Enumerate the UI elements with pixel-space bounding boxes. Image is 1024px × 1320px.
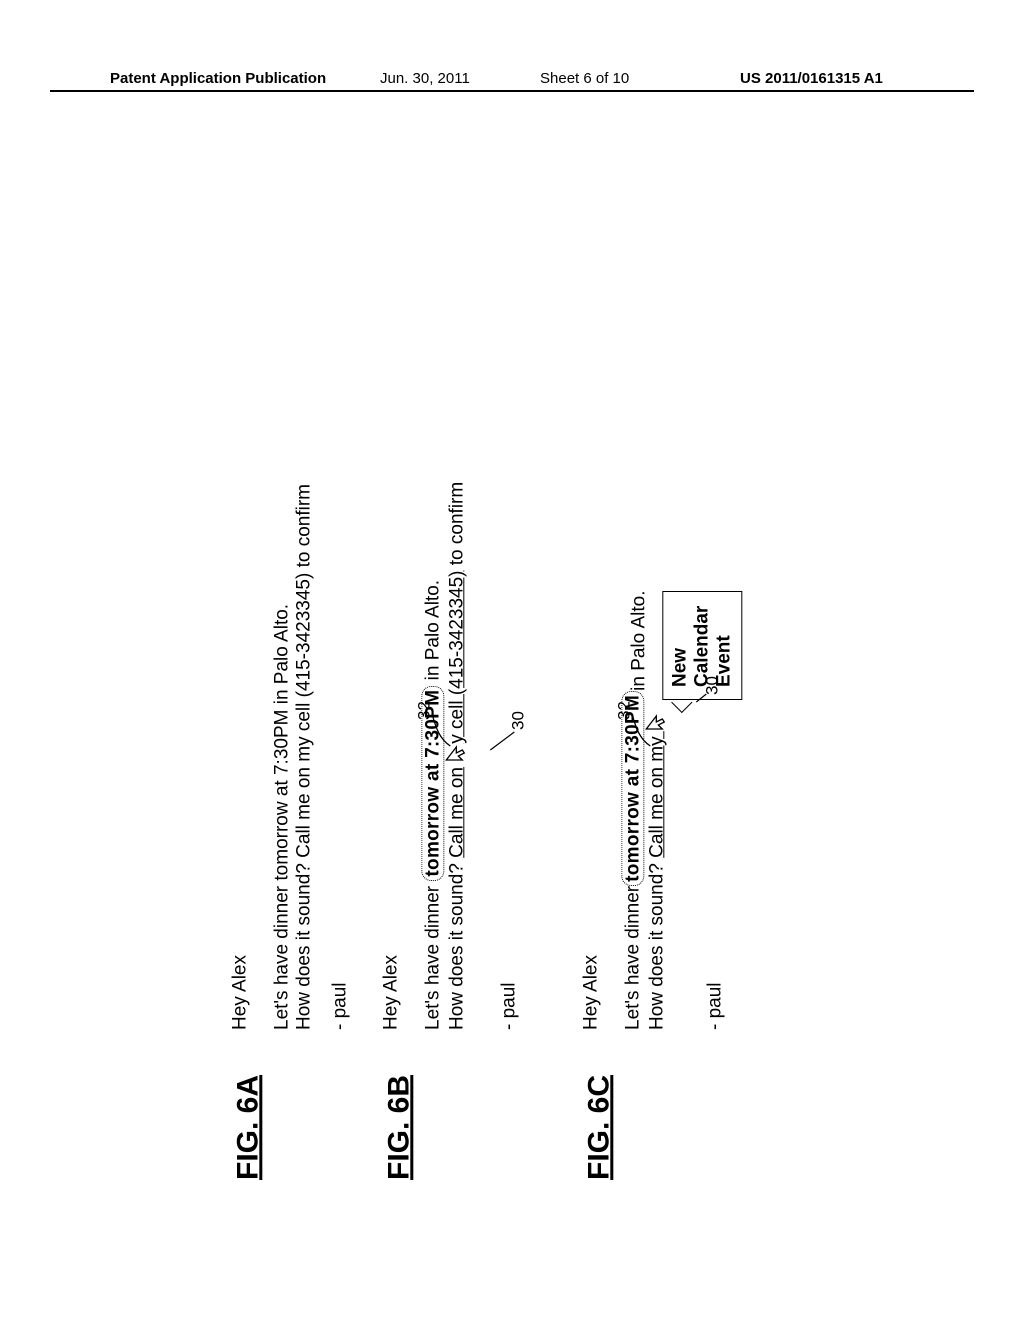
greeting: Hey Alex [381, 482, 403, 1030]
l2-u2: y cell (415-3423345) [446, 571, 467, 744]
l1-mid: in [423, 666, 444, 686]
panel-6c: FIG. 6C Hey Alex 32 Let's have dinnertom… [581, 180, 761, 1180]
tooltip-label: New Calendar Event [670, 606, 735, 687]
line1: Let's have dinner tomorrow at 7:30PM in … [271, 604, 292, 1030]
fig-label-6c: FIG. 6C [581, 1030, 617, 1180]
l2-u1: Call me on my [646, 731, 667, 858]
l1-post: Palo Alto. [423, 580, 444, 666]
fig-label-6b: FIG. 6B [381, 1030, 417, 1180]
message-6c: Hey Alex 32 Let's have dinnertomorrow at… [581, 591, 761, 1030]
page-header: Patent Application Publication Jun. 30, … [0, 70, 1024, 100]
callout-30: 30 [509, 711, 529, 730]
signature: - paul [498, 482, 520, 1030]
l2-pre: How does it sound? [646, 858, 667, 1030]
l1-pre: Let's have dinner [623, 886, 644, 1030]
header-date: Jun. 30, 2011 [380, 70, 470, 87]
greeting: Hey Alex [229, 484, 251, 1030]
line2: How does it sound? Call me on my cell (4… [293, 484, 314, 1030]
lead-line-30 [695, 692, 709, 704]
l1-highlight: tomorrow at 7:30PM [422, 686, 445, 881]
greeting: Hey Alex [581, 591, 603, 1030]
l1-pre: Let's have dinner [423, 881, 444, 1030]
l1-cutoff: in Palo Alto. [628, 591, 644, 691]
header-pubno: US 2011/0161315 A1 [740, 70, 883, 87]
message-body: Let's have dinnertomorrow at 7:30PM in P… [623, 591, 669, 1030]
l2-u1: Call me on [446, 767, 467, 858]
l1-highlight: tomorrow at 7:30PM [622, 691, 645, 886]
l2-mid [446, 762, 467, 767]
message-body: Let's have dinner tomorrow at 7:30PM in … [271, 484, 315, 1030]
message-6a: Hey Alex Let's have dinner tomorrow at 7… [229, 484, 350, 1030]
figure-stage: FIG. 6A Hey Alex Let's have dinner tomor… [229, 180, 790, 1180]
signature: - paul [329, 484, 351, 1030]
fig-label-6a: FIG. 6A [229, 1030, 265, 1180]
header-publication: Patent Application Publication [110, 70, 326, 87]
message-body: Let's have dinner tomorrow at 7:30PM in … [423, 482, 469, 1030]
header-rule [50, 90, 974, 92]
panel-6b: FIG. 6B Hey Alex 32 Let's have dinner to… [381, 180, 551, 1180]
l2-pre: How does it sound? [446, 858, 467, 1030]
header-sheet: Sheet 6 of 10 [540, 70, 629, 87]
panel-6a: FIG. 6A Hey Alex Let's have dinner tomor… [229, 180, 350, 1180]
cursor-icon [444, 744, 466, 762]
l2-post: to confirm [446, 482, 467, 571]
cursor-icon [644, 713, 666, 731]
message-6b: Hey Alex 32 Let's have dinner tomorrow a… [381, 482, 551, 1030]
